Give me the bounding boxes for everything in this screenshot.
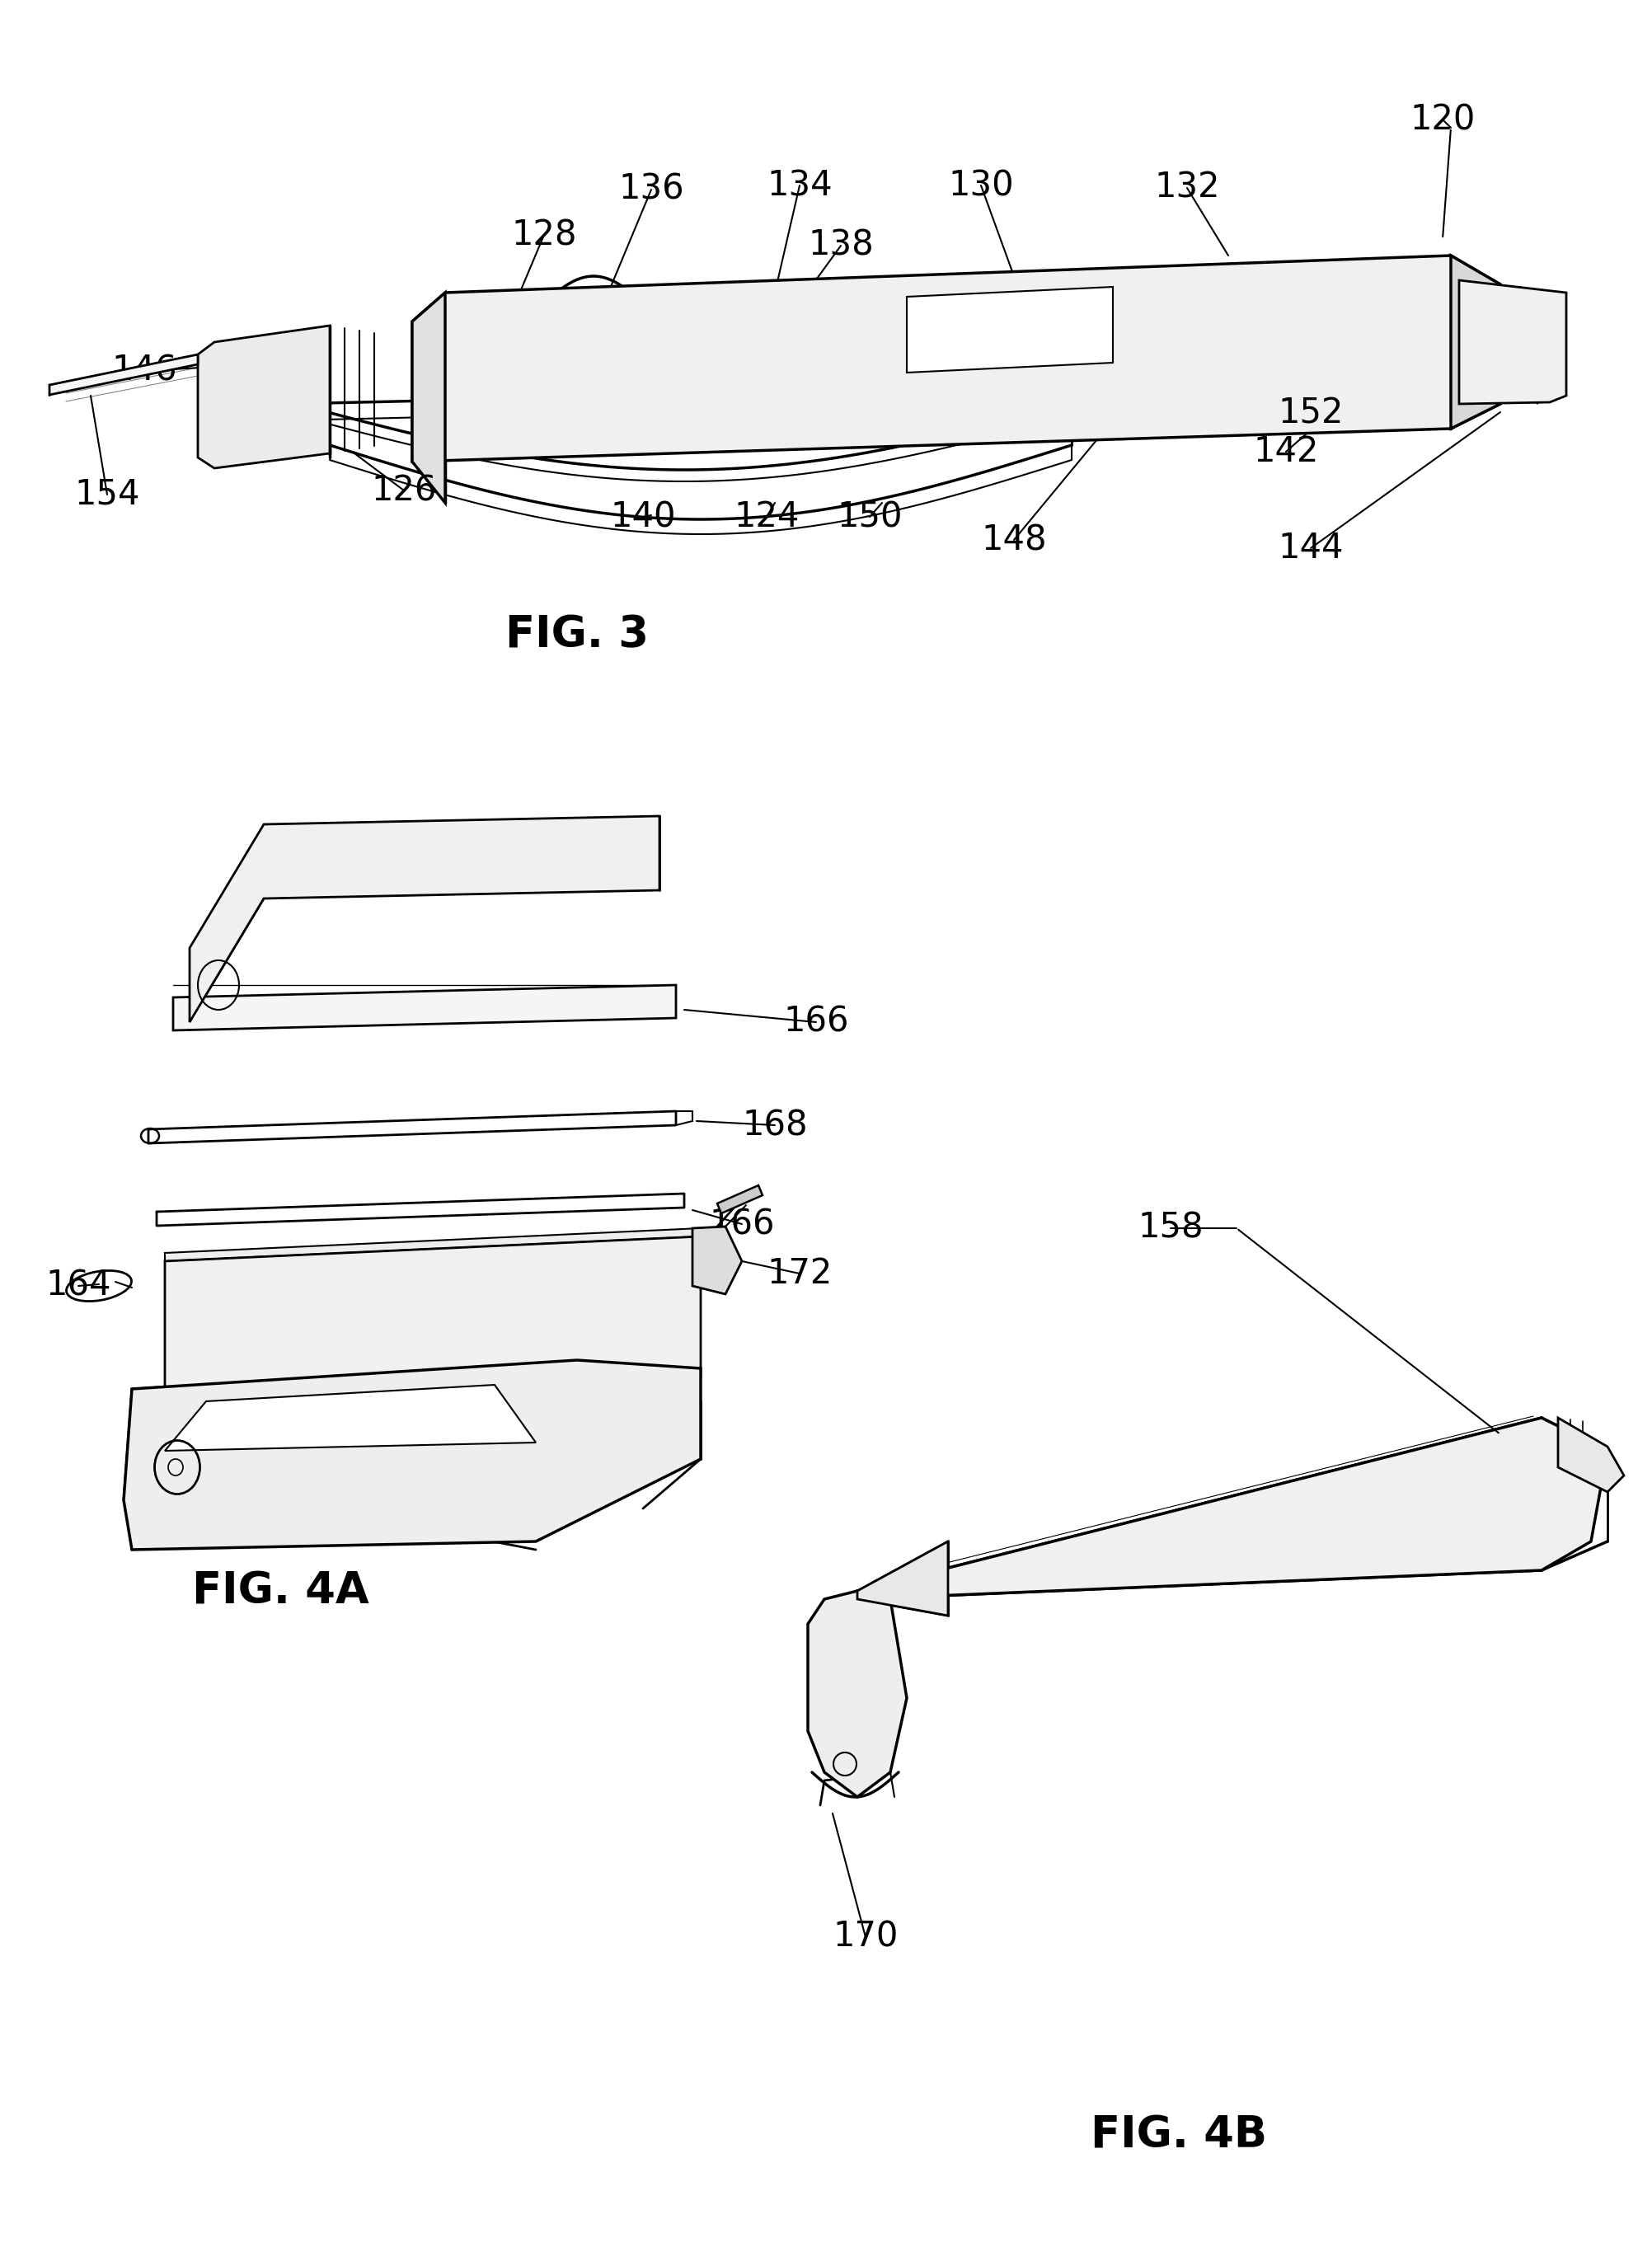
Polygon shape [124,1360,700,1549]
Text: 124: 124 [733,500,800,534]
Polygon shape [692,1227,742,1295]
Text: 148: 148 [981,522,1047,556]
Polygon shape [173,984,676,1031]
Polygon shape [857,1419,1607,1599]
Text: 130: 130 [948,169,1014,203]
Polygon shape [198,327,330,468]
Polygon shape [50,354,198,394]
Text: 166: 166 [709,1207,775,1241]
Polygon shape [907,286,1113,372]
Text: 160: 160 [446,840,510,874]
Text: 172: 172 [767,1257,833,1290]
Text: 168: 168 [742,1108,808,1142]
Text: 166: 166 [783,1004,849,1040]
Text: 162: 162 [363,1462,428,1498]
Polygon shape [165,1227,700,1261]
Polygon shape [413,293,444,502]
Text: 126: 126 [372,473,436,507]
Text: 150: 150 [838,500,902,534]
Text: FIG. 4B: FIG. 4B [1090,2115,1267,2157]
Text: 152: 152 [1279,396,1343,430]
Text: FIG. 3: FIG. 3 [506,613,649,655]
Polygon shape [165,1236,700,1401]
Text: 140: 140 [610,500,676,534]
Polygon shape [1450,254,1500,428]
Text: 128: 128 [512,218,577,252]
Polygon shape [808,1590,907,1797]
Text: 142: 142 [1254,435,1318,468]
Text: 170: 170 [833,1919,899,1955]
Text: FIG. 4A: FIG. 4A [192,1570,368,1612]
Text: 158: 158 [1138,1212,1203,1245]
Polygon shape [1459,279,1566,403]
Polygon shape [190,815,659,1022]
Text: 134: 134 [767,169,833,203]
Text: 138: 138 [808,227,874,263]
Text: 120: 120 [1409,101,1475,137]
Polygon shape [1558,1419,1624,1493]
Text: 146: 146 [111,354,177,387]
Text: 154: 154 [74,477,140,511]
Text: 132: 132 [1155,171,1219,205]
Text: 136: 136 [618,173,684,207]
Polygon shape [165,1385,535,1450]
Text: 144: 144 [1279,531,1343,565]
Polygon shape [717,1185,763,1214]
Polygon shape [857,1540,948,1615]
Text: 164: 164 [46,1268,111,1304]
Polygon shape [413,254,1500,462]
